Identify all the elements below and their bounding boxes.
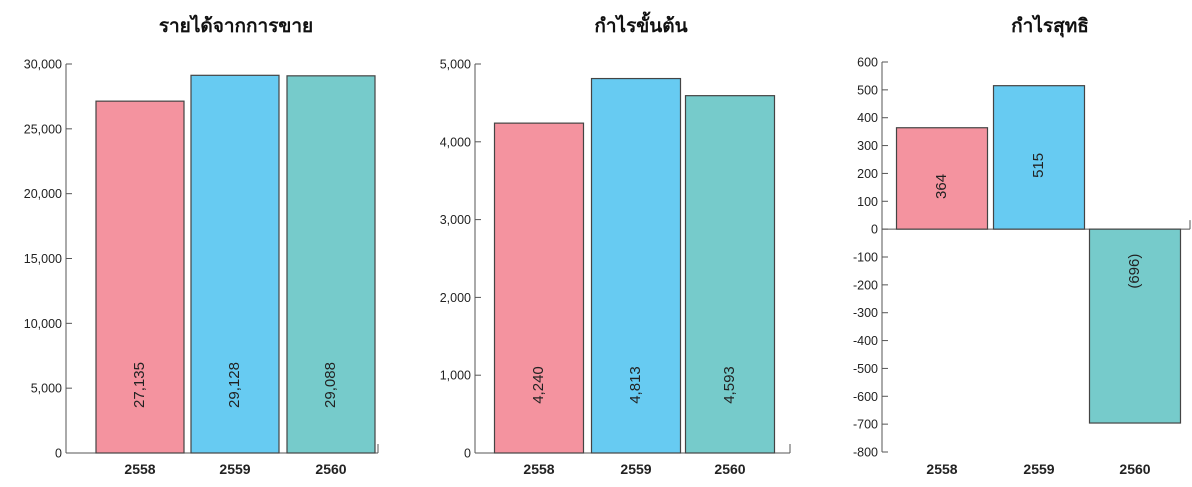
chart-2-category-label-2558: 2558 [523, 461, 554, 477]
chart-3-bar-2559 [992, 85, 1086, 230]
chart-2-y-tick-label: 3,000 [440, 213, 471, 227]
chart-3-y-tick-label: 0 [871, 223, 878, 237]
chart-3-y-tick-label: -600 [853, 390, 878, 404]
chart-2-data-label-2560: 4,593 [721, 366, 738, 404]
chart-3-y-tick-label: -400 [853, 334, 878, 348]
chart-3-y-tick-label: 100 [857, 195, 878, 209]
chart-3-y-tick-label: 600 [857, 56, 878, 70]
chart-2-y-tick-label: 2,000 [440, 291, 471, 305]
chart-3-title: กำไรสุทธิ [1011, 14, 1089, 38]
chart-1-bar-2558 [95, 100, 185, 454]
chart-3-y-tick-label: 200 [857, 167, 878, 181]
chart-2-bar-2559 [590, 77, 682, 454]
chart-3-y-tick-label: -300 [853, 306, 878, 320]
chart-3-y-tick-label: -200 [853, 278, 878, 292]
chart-1-category-label-2560: 2560 [315, 461, 346, 477]
chart-1-data-label-2559: 29,128 [226, 362, 243, 408]
chart-2-data-label-2558: 4,240 [530, 366, 547, 404]
chart-1-data-label-2558: 27,135 [131, 362, 148, 408]
chart-3-data-label-2559: 515 [1030, 153, 1047, 178]
chart-3-y-tick-label: 300 [857, 139, 878, 153]
chart-3-y-tick-label: 500 [857, 83, 878, 97]
chart-2-y-tick-label: 5,000 [440, 58, 471, 72]
chart-3-bar-2560 [1088, 228, 1182, 424]
chart-1-title: รายได้จากการขาย [159, 14, 313, 37]
chart-1-y-tick-label: 25,000 [24, 122, 62, 136]
chart-2-bar-2560 [684, 95, 776, 454]
chart-3-y-tick-label: -500 [853, 362, 878, 376]
chart-3-bar-2558 [895, 127, 989, 230]
chart-1-data-label-2560: 29,088 [322, 362, 339, 408]
chart-1-bar-2559 [190, 74, 280, 454]
chart-2-title: กำไรขั้นต้น [594, 11, 687, 37]
chart-1-y-tick-label: 5,000 [31, 382, 62, 396]
chart-3-data-label-2560: (696) [1126, 254, 1143, 289]
chart-3-y-tick-label: -700 [853, 418, 878, 432]
chart-2-bar-2558 [493, 122, 585, 454]
chart-2-y-tick-label: 1,000 [440, 369, 471, 383]
chart-1-y-tick-label: 20,000 [24, 187, 62, 201]
chart-1-y-tick-label: 15,000 [24, 252, 62, 266]
chart-1-category-label-2558: 2558 [124, 461, 155, 477]
chart-1-y-tick-label: 0 [55, 447, 62, 461]
chart-2-y-tick-label: 4,000 [440, 135, 471, 149]
chart-1-bar-2560 [286, 75, 376, 454]
chart-2-data-label-2559: 4,813 [627, 366, 644, 404]
chart-1-y-tick-label: 30,000 [24, 58, 62, 72]
chart-2-category-label-2560: 2560 [714, 461, 745, 477]
chart-3-category-label-2558: 2558 [926, 461, 957, 477]
chart-2-y-tick-label: 0 [464, 447, 471, 461]
chart-2-category-label-2559: 2559 [620, 461, 651, 477]
chart-3-category-label-2560: 2560 [1119, 461, 1150, 477]
chart-3-y-tick-label: 400 [857, 111, 878, 125]
chart-3-y-tick-label: -800 [853, 446, 878, 460]
chart-1-y-tick-label: 10,000 [24, 317, 62, 331]
chart-3-category-label-2559: 2559 [1023, 461, 1054, 477]
chart-3-y-tick-label: -100 [853, 251, 878, 265]
chart-1-category-label-2559: 2559 [219, 461, 250, 477]
chart-3-data-label-2558: 364 [933, 174, 950, 199]
